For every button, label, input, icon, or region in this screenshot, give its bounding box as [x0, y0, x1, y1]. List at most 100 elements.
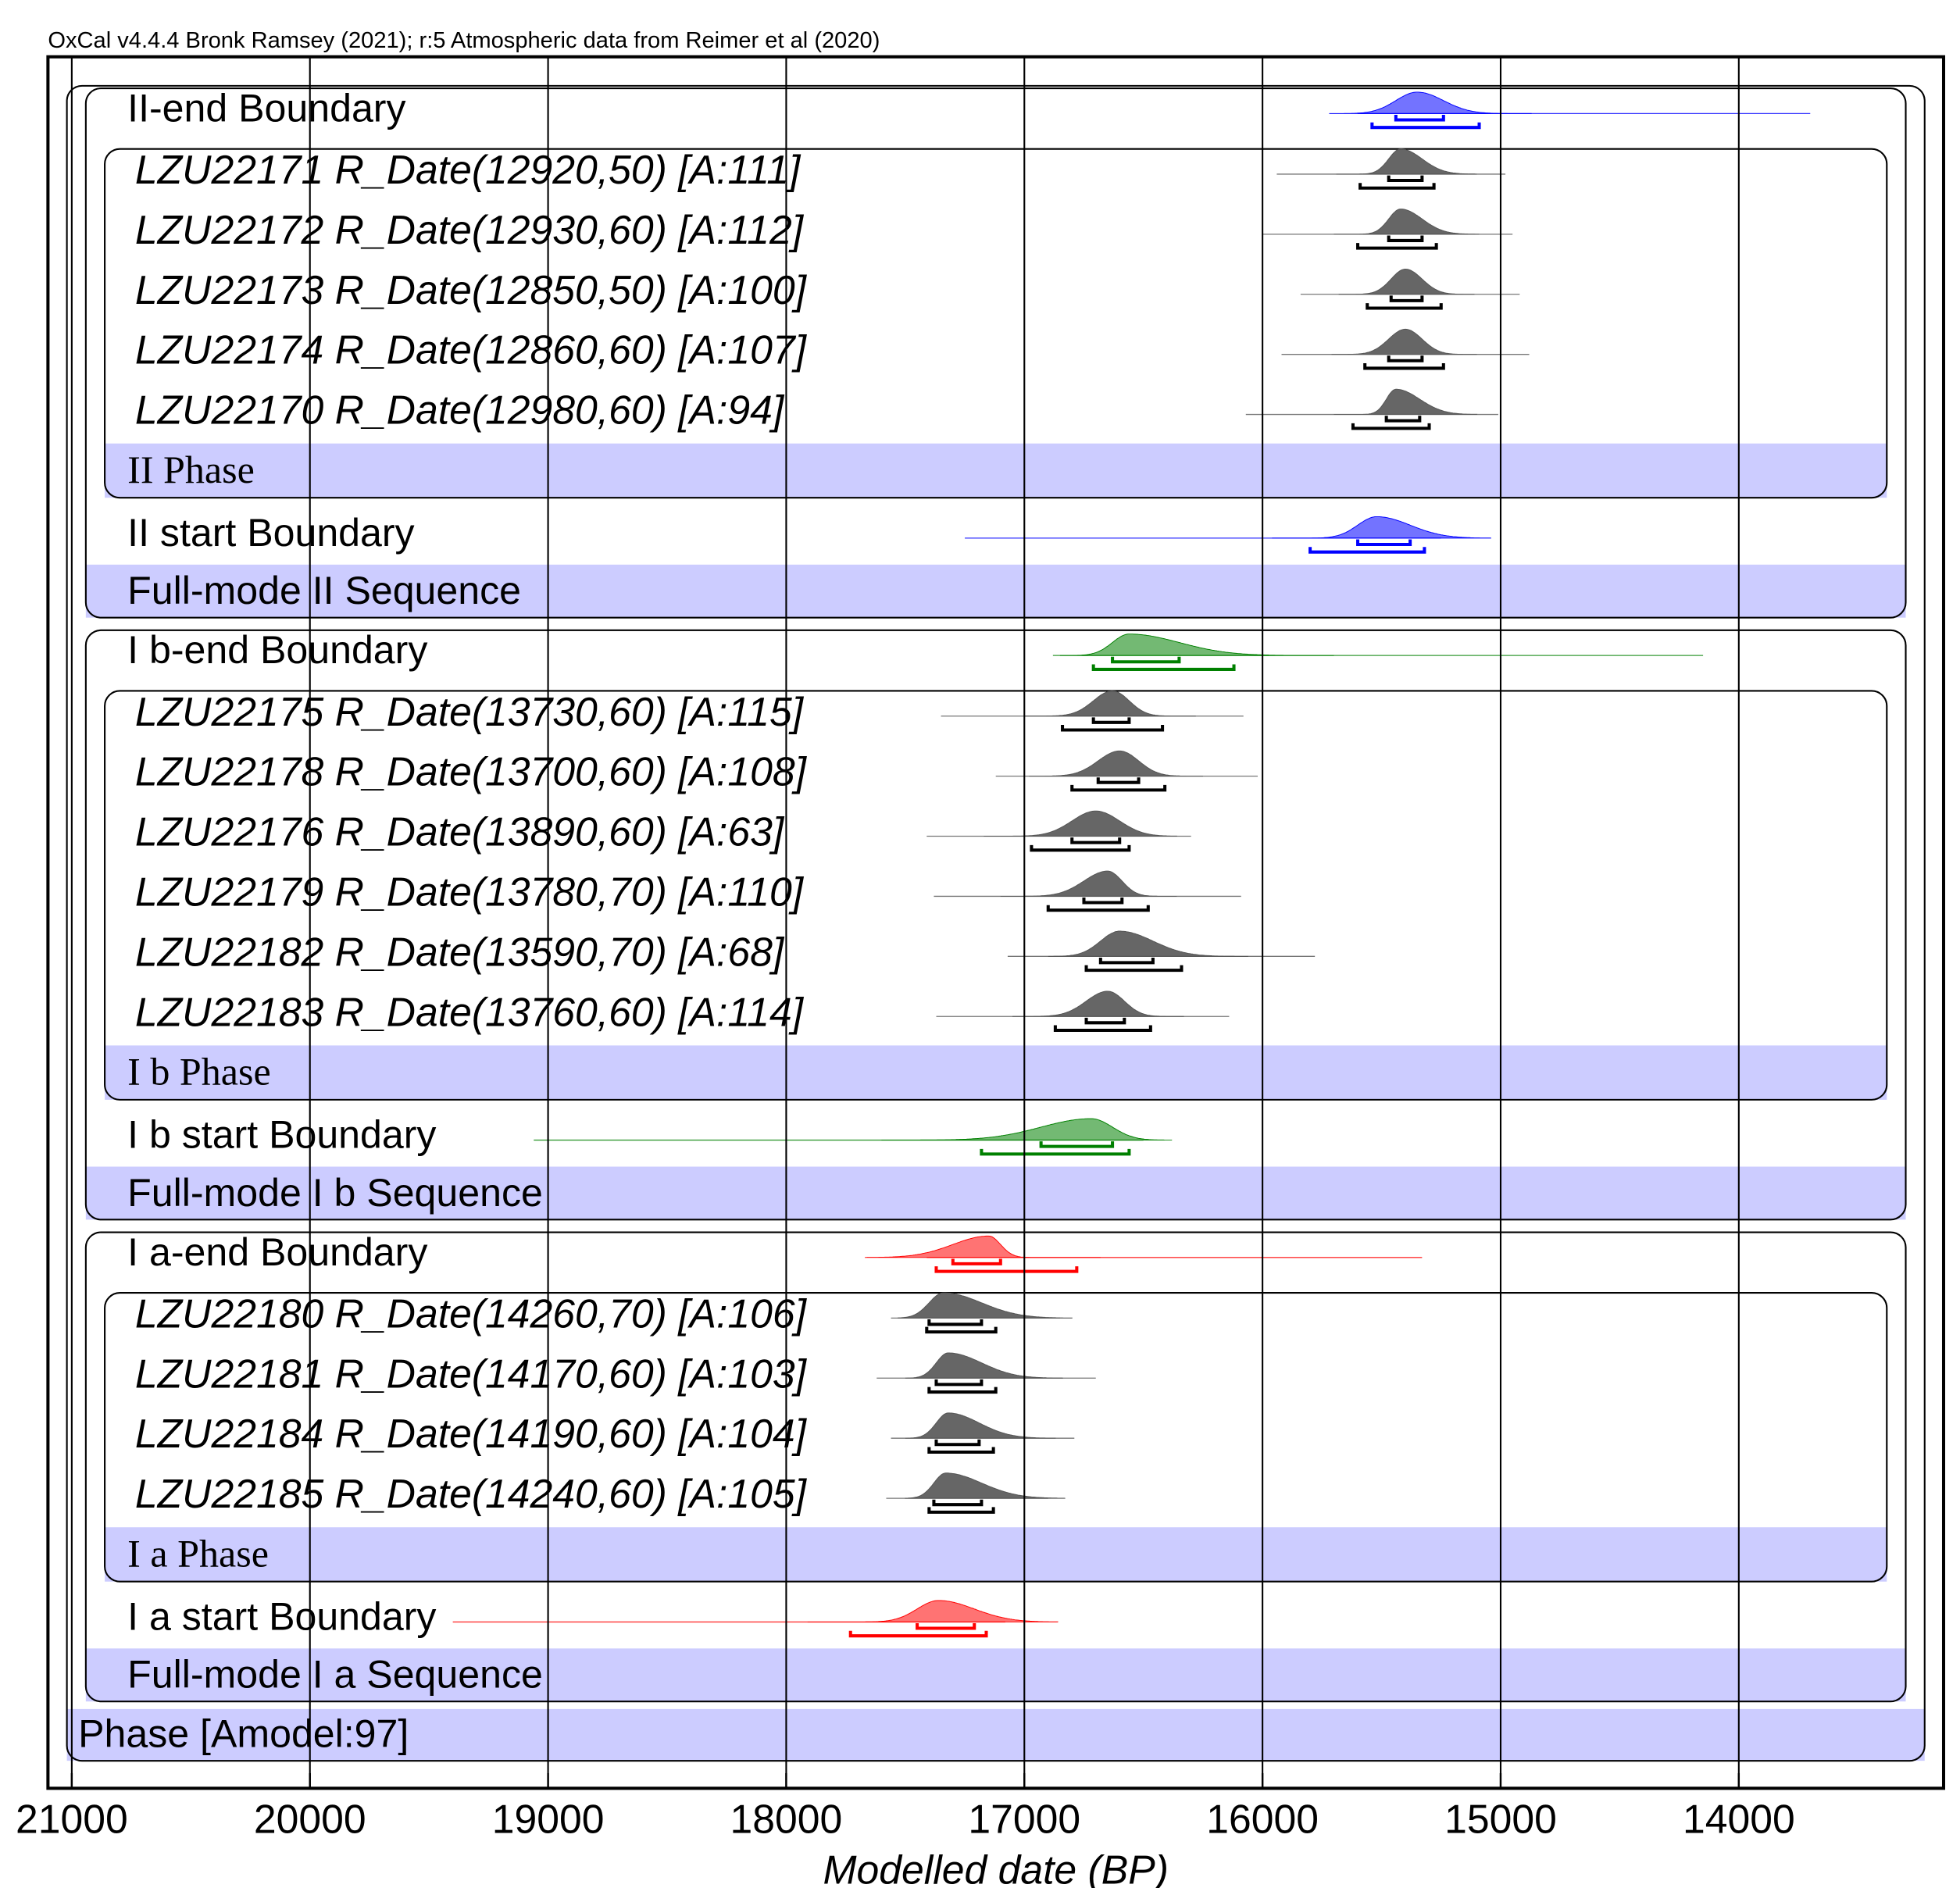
- labels: 21000 20000 19000 18000 17000 16000 15000 14000…: [16, 86, 1795, 1841]
- distribution: [1336, 148, 1477, 175]
- x-tick-label: 20000: [254, 1797, 366, 1842]
- model-band: [66, 1708, 1925, 1761]
- phase-label: I b Phase: [127, 1050, 271, 1094]
- phase-band: [105, 1045, 1887, 1100]
- date-label: LZU22185 R_Date(14240,60) [A:105]: [135, 1471, 808, 1516]
- date-label: LZU22174 R_Date(12860,60) [A:107]: [135, 327, 808, 373]
- model-label: Phase [Amodel:97]: [78, 1712, 409, 1756]
- distribution: [1000, 870, 1177, 897]
- range-68: [1084, 1017, 1126, 1025]
- range-68: [932, 1499, 984, 1507]
- date-label: LZU22172 R_Date(12930,60) [A:112]: [135, 207, 805, 252]
- distribution: [984, 810, 1177, 837]
- date-label: LZU22183 R_Date(13760,60) [A:114]: [135, 989, 805, 1034]
- x-tick-label: 14000: [1683, 1797, 1795, 1842]
- range-68: [1387, 235, 1424, 242]
- range-95: [934, 1266, 1079, 1273]
- phase-box: [104, 1292, 1888, 1583]
- range-68: [934, 1379, 984, 1387]
- x-tick-label: 18000: [730, 1797, 843, 1842]
- boundary-label: I b start Boundary: [127, 1113, 436, 1157]
- date-label: LZU22182 R_Date(13590,70) [A:68]: [135, 929, 785, 974]
- range-95: [848, 1630, 988, 1638]
- distribution: [905, 1412, 1056, 1439]
- phase-box: [104, 690, 1888, 1101]
- grid: [70, 56, 1740, 1789]
- range-68: [1039, 1141, 1115, 1148]
- range-95: [1061, 725, 1165, 732]
- range-68: [1082, 898, 1124, 905]
- boundary-label: II-end Boundary: [127, 86, 405, 130]
- phase-band: [105, 1527, 1887, 1582]
- date-label: LZU22179 R_Date(13780,70) [A:110]: [135, 869, 805, 914]
- phase-label: I a Phase: [127, 1532, 269, 1576]
- phase-label: II Phase: [127, 448, 255, 491]
- distributions: [452, 91, 1811, 1638]
- distribution: [1329, 91, 1532, 114]
- date-label: LZU22184 R_Date(14190,60) [A:104]: [135, 1411, 808, 1456]
- distribution: [1029, 750, 1203, 777]
- x-tick-label: 16000: [1206, 1797, 1319, 1842]
- phase-box: [104, 148, 1888, 499]
- sequence-label: Full-mode I a Sequence: [127, 1653, 543, 1697]
- x-tick-label: 21000: [16, 1797, 128, 1842]
- sequence-box: [84, 629, 1907, 1221]
- range-95: [1046, 905, 1150, 912]
- range-68: [1394, 115, 1445, 122]
- range-95: [1030, 844, 1131, 852]
- range-95: [1356, 243, 1438, 250]
- boundary-label: I b-end Boundary: [127, 628, 427, 672]
- sequence-band: [85, 564, 1906, 618]
- range-95: [1363, 362, 1445, 370]
- sequence-box: [84, 87, 1907, 619]
- date-label: LZU22176 R_Date(13890,60) [A:63]: [135, 809, 785, 855]
- phase-band: [105, 443, 1887, 498]
- range-95: [1358, 183, 1436, 190]
- range-68: [1384, 416, 1422, 423]
- range-95: [927, 1447, 995, 1454]
- range-95: [1091, 664, 1236, 671]
- range-95: [1084, 965, 1183, 973]
- date-label: LZU22175 R_Date(13730,60) [A:115]: [135, 689, 805, 734]
- range-95: [927, 1387, 998, 1394]
- range-95: [1370, 122, 1481, 130]
- sequence-label: Full-mode II Sequence: [127, 569, 521, 612]
- distribution: [881, 1118, 1173, 1141]
- range-95: [1070, 784, 1167, 792]
- x-axis-label: Modelled date (BP): [823, 1847, 1168, 1888]
- chart-title: OxCal v4.4.4 Bronk Ramsey (2021); r:5 At…: [48, 28, 880, 53]
- date-label: LZU22173 R_Date(12850,50) [A:100]: [135, 267, 808, 312]
- range-95: [1366, 303, 1443, 310]
- range-68: [934, 1439, 981, 1447]
- distribution: [1024, 690, 1196, 717]
- boundary-label: I a-end Boundary: [127, 1230, 427, 1274]
- range-68: [1091, 717, 1131, 724]
- range-95: [925, 1326, 998, 1334]
- range-68: [1098, 957, 1155, 965]
- date-label: LZU22170 R_Date(12980,60) [A:94]: [135, 387, 785, 433]
- x-tick-label: 19000: [492, 1797, 605, 1842]
- structure: [66, 84, 1926, 1762]
- distribution: [1272, 516, 1491, 539]
- distribution: [807, 1600, 1059, 1622]
- distribution: [1048, 930, 1248, 957]
- range-68: [1389, 295, 1424, 302]
- distribution: [1331, 328, 1477, 355]
- sequence-band: [85, 1166, 1906, 1220]
- distribution: [1059, 633, 1334, 656]
- range-68: [916, 1623, 976, 1630]
- range-95: [980, 1148, 1131, 1156]
- boundary-label: II start Boundary: [127, 511, 414, 555]
- range-68: [1111, 656, 1181, 664]
- plot-frame: [46, 55, 1946, 1790]
- boundary-label: I a start Boundary: [127, 1594, 436, 1638]
- distribution: [897, 1292, 1073, 1319]
- range-68: [927, 1319, 984, 1326]
- range-95: [927, 1507, 995, 1514]
- distribution: [905, 1352, 1063, 1379]
- range-95: [1308, 547, 1426, 554]
- distribution: [1338, 268, 1475, 295]
- sequence-label: Full-mode I b Sequence: [127, 1171, 543, 1215]
- distribution: [905, 1472, 1066, 1499]
